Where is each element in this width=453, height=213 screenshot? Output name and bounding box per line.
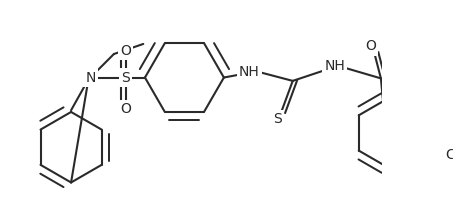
Text: N: N — [85, 71, 96, 85]
Text: Cl: Cl — [445, 148, 453, 162]
Text: NH: NH — [239, 65, 260, 79]
Text: S: S — [273, 112, 282, 126]
Text: O: O — [120, 44, 131, 58]
Text: O: O — [120, 102, 131, 117]
Text: S: S — [121, 71, 130, 85]
Text: NH: NH — [324, 59, 345, 73]
Text: O: O — [366, 39, 376, 53]
